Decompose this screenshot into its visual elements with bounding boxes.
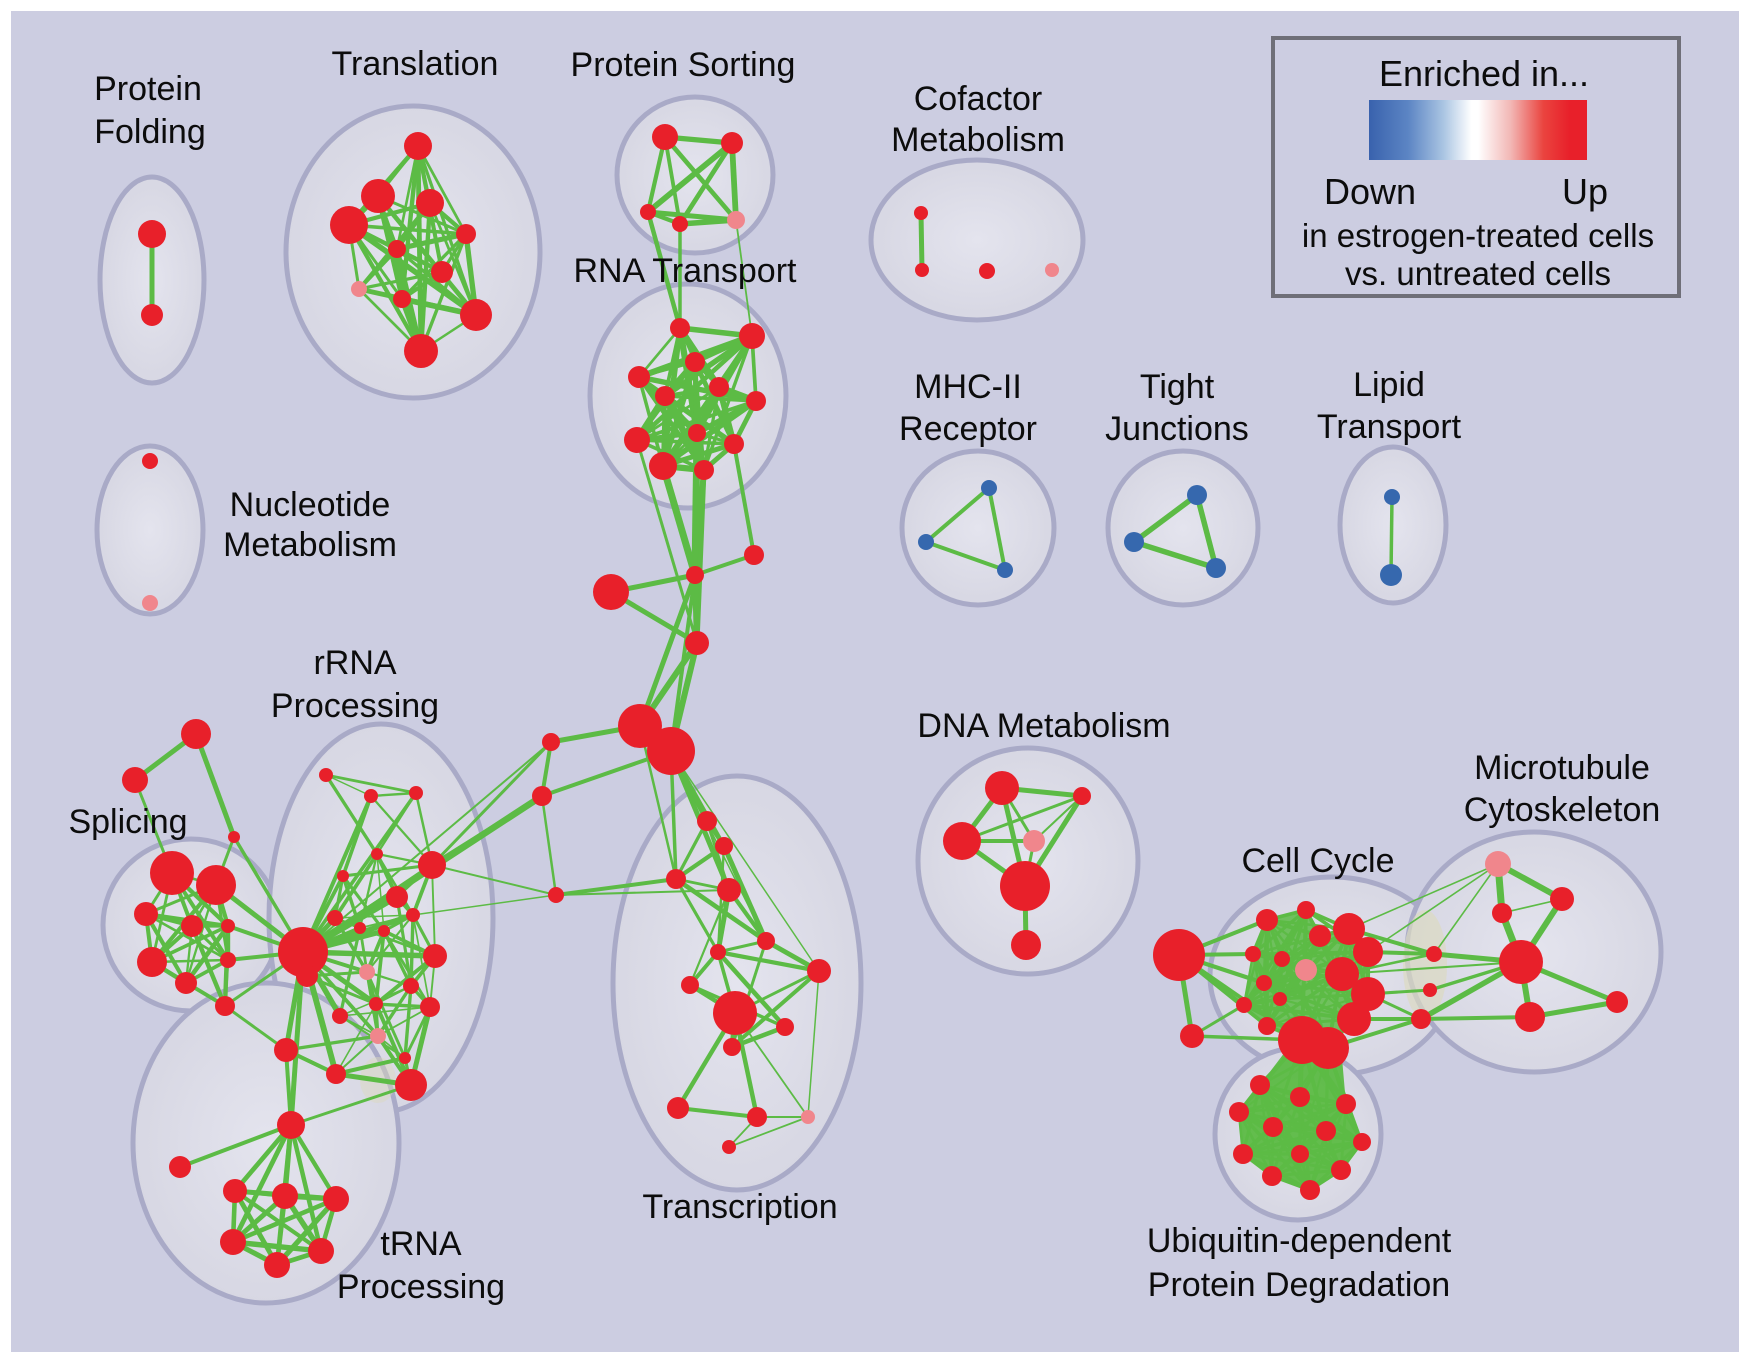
svg-text:Metabolism: Metabolism — [223, 526, 397, 564]
svg-text:tRNA: tRNA — [380, 1225, 462, 1263]
svg-text:Tight: Tight — [1140, 368, 1215, 406]
svg-text:Ubiquitin-dependent: Ubiquitin-dependent — [1147, 1222, 1452, 1260]
svg-text:Splicing: Splicing — [68, 803, 187, 841]
svg-text:rRNA: rRNA — [313, 644, 396, 682]
svg-text:Nucleotide: Nucleotide — [230, 486, 391, 524]
svg-text:Protein Degradation: Protein Degradation — [1148, 1266, 1450, 1304]
svg-text:Cofactor: Cofactor — [914, 80, 1043, 118]
svg-text:Down: Down — [1324, 171, 1416, 212]
svg-text:Transcription: Transcription — [642, 1188, 837, 1226]
svg-text:Enriched in...: Enriched in... — [1379, 53, 1589, 94]
svg-text:DNA Metabolism: DNA Metabolism — [917, 707, 1170, 745]
svg-text:vs. untreated cells: vs. untreated cells — [1345, 255, 1611, 292]
svg-text:Protein: Protein — [94, 70, 202, 108]
svg-text:Processing: Processing — [271, 687, 439, 725]
svg-text:Processing: Processing — [337, 1268, 505, 1306]
svg-text:Transport: Transport — [1317, 408, 1462, 446]
svg-text:Metabolism: Metabolism — [891, 121, 1065, 159]
svg-text:Lipid: Lipid — [1353, 366, 1425, 404]
svg-text:Cytoskeleton: Cytoskeleton — [1464, 791, 1661, 829]
svg-text:Translation: Translation — [332, 45, 499, 83]
svg-text:in estrogen-treated cells: in estrogen-treated cells — [1302, 217, 1654, 254]
svg-text:RNA Transport: RNA Transport — [574, 252, 798, 290]
svg-text:Junctions: Junctions — [1105, 410, 1249, 448]
svg-text:Cell Cycle: Cell Cycle — [1241, 842, 1394, 880]
svg-text:MHC-II: MHC-II — [914, 368, 1022, 406]
svg-text:Up: Up — [1562, 171, 1608, 212]
svg-text:Protein Sorting: Protein Sorting — [571, 46, 796, 84]
svg-text:Receptor: Receptor — [899, 410, 1037, 448]
svg-text:Folding: Folding — [94, 113, 206, 151]
svg-text:Microtubule: Microtubule — [1474, 749, 1650, 787]
